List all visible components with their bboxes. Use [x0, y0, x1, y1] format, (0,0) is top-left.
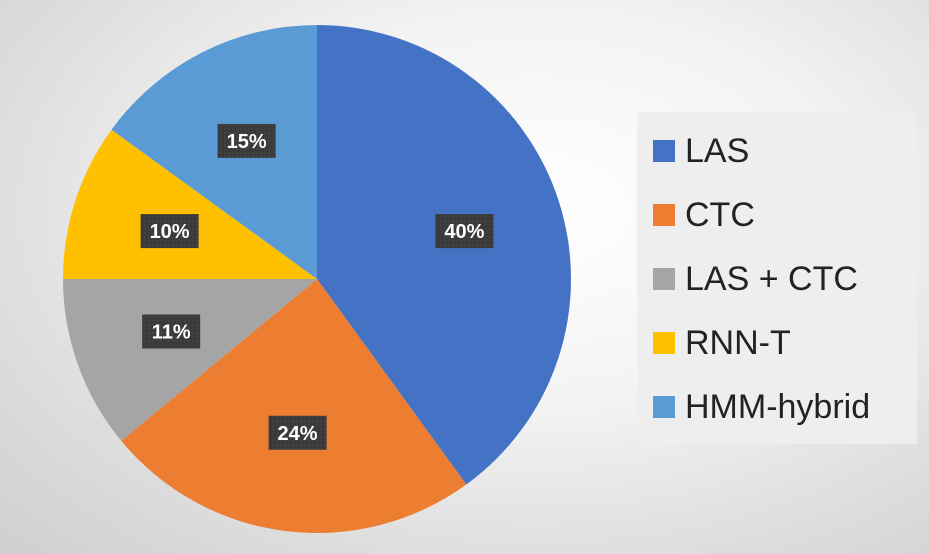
legend-label: LAS + CTC — [685, 259, 858, 298]
pie-slice-ctc — [121, 279, 467, 533]
data-label-box — [142, 314, 201, 349]
legend-item-las-ctc: LAS + CTC — [653, 257, 858, 301]
data-label: 40% — [435, 214, 494, 249]
data-label-text: 15% — [227, 131, 267, 153]
data-label: 11% — [142, 314, 201, 349]
legend-label: HMM-hybrid — [685, 387, 871, 426]
data-label-box — [140, 214, 199, 249]
legend-label: CTC — [685, 195, 755, 234]
data-label-box — [268, 415, 327, 450]
pie-slice-las — [317, 25, 571, 485]
legend-swatch — [653, 396, 675, 418]
legend-label: LAS — [685, 131, 750, 170]
data-label: 24% — [268, 415, 327, 450]
data-label-text: 10% — [150, 221, 190, 243]
legend-swatch — [653, 332, 675, 354]
data-label-box — [217, 123, 276, 158]
legend-swatch — [653, 140, 675, 162]
pie-slice-las-ctc — [63, 279, 317, 441]
data-label-text: 11% — [152, 322, 191, 344]
legend-item-hmm-hybrid: HMM-hybrid — [653, 385, 870, 429]
legend-item-rnn-t: RNN-T — [653, 321, 791, 365]
data-label: 10% — [140, 214, 199, 249]
legend-label: RNN-T — [685, 323, 791, 362]
legend-swatch — [653, 204, 675, 226]
data-label-text: 24% — [278, 423, 318, 445]
chart-legend: LAS CTC LAS + CTC RNN-T HMM-hybrid — [637, 112, 917, 444]
legend-item-las: LAS — [653, 129, 749, 173]
legend-swatch — [653, 268, 675, 290]
data-label-box — [435, 214, 494, 249]
legend-item-ctc: CTC — [653, 193, 755, 237]
pie-slice-hmm-hybrid — [111, 24, 318, 279]
data-label-text: 40% — [444, 221, 484, 243]
pie-slice-rnn-t — [63, 129, 317, 279]
data-label: 15% — [217, 123, 276, 158]
